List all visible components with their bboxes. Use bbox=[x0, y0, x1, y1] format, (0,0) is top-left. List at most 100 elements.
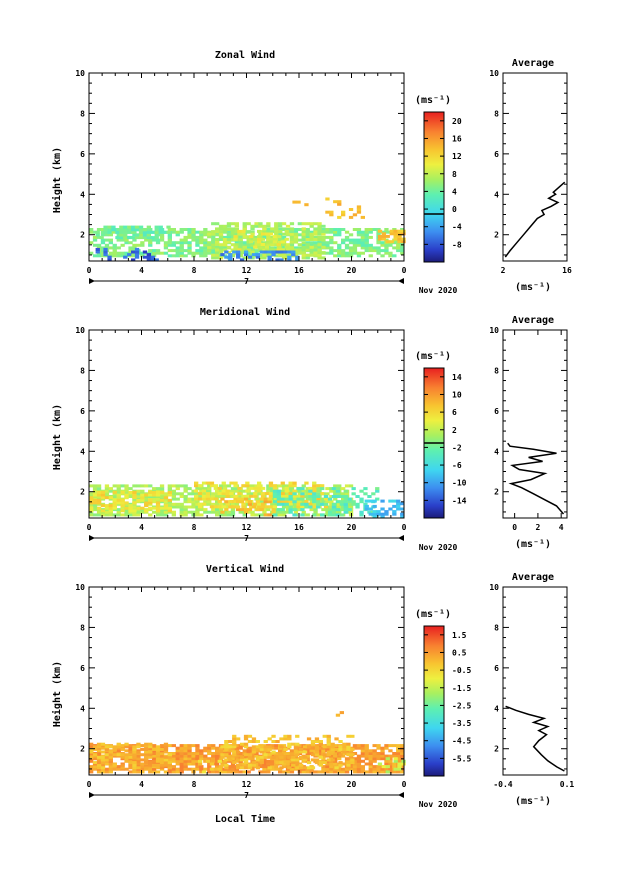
heatmap-cell bbox=[380, 752, 385, 755]
heatmap-cell bbox=[250, 484, 255, 488]
heatmap-cell bbox=[341, 754, 346, 758]
heatmap-cell bbox=[325, 246, 330, 250]
heatmap-cell bbox=[128, 513, 133, 517]
heatmap-cell bbox=[222, 770, 228, 774]
heatmap-cell bbox=[274, 744, 279, 748]
heatmap-cell bbox=[346, 734, 351, 738]
heatmap-cell bbox=[296, 200, 301, 204]
heatmap-cell bbox=[191, 238, 196, 242]
heatmap-cell bbox=[329, 249, 334, 253]
heatmap-cell bbox=[333, 484, 338, 488]
avg-x-tick-label: 0.1 bbox=[560, 780, 575, 789]
heatmap-cell bbox=[100, 249, 106, 253]
heatmap-cell bbox=[191, 230, 196, 234]
heatmap-cell bbox=[305, 232, 310, 236]
heatmap-cell bbox=[325, 243, 330, 247]
heatmap-cell bbox=[132, 484, 137, 488]
heatmap-cell bbox=[211, 744, 216, 748]
heatmap-cell bbox=[317, 230, 322, 234]
heatmap-cell bbox=[247, 500, 253, 504]
heatmap-cell bbox=[297, 233, 302, 237]
heatmap-cell bbox=[308, 495, 313, 498]
heatmap-cell bbox=[120, 744, 125, 748]
heatmap-cell bbox=[155, 509, 161, 513]
heatmap-cell bbox=[400, 246, 405, 250]
heatmap-cell bbox=[187, 241, 192, 245]
heatmap-cell bbox=[218, 243, 224, 247]
heatmap-cell bbox=[272, 240, 278, 244]
heatmap-cell bbox=[226, 765, 232, 769]
heatmap-cell bbox=[119, 233, 124, 237]
heatmap-cell bbox=[201, 497, 207, 501]
heatmap-cell bbox=[321, 749, 326, 753]
heatmap-cell bbox=[167, 235, 172, 239]
heatmap-cell bbox=[333, 249, 338, 253]
heatmap-cell bbox=[310, 758, 316, 762]
heatmap-cell bbox=[287, 766, 292, 770]
heatmap-cell bbox=[322, 734, 327, 738]
heatmap-cell bbox=[136, 506, 141, 510]
heatmap-cell bbox=[175, 759, 180, 763]
heatmap-cell bbox=[229, 481, 234, 485]
heatmap-cell bbox=[195, 757, 200, 761]
heatmap-cell bbox=[234, 502, 239, 506]
heatmap-cell bbox=[183, 487, 188, 491]
heatmap-cell bbox=[314, 740, 320, 743]
heatmap-cell bbox=[372, 228, 377, 231]
x-axis-label: Local Time bbox=[215, 813, 275, 825]
heatmap-cell bbox=[343, 500, 348, 504]
heatmap-cell bbox=[376, 233, 381, 237]
heatmap-cell bbox=[372, 744, 377, 748]
heatmap-cell bbox=[270, 744, 275, 748]
heatmap-cell bbox=[339, 502, 344, 506]
heatmap-cell bbox=[284, 229, 289, 233]
heatmap-cell bbox=[187, 510, 192, 514]
heatmap-cell bbox=[285, 762, 291, 766]
heatmap-cell bbox=[281, 489, 287, 493]
heatmap-cell bbox=[148, 753, 153, 757]
heatmap-cell bbox=[187, 757, 192, 761]
heatmap-cell bbox=[368, 235, 373, 239]
heatmap-cell bbox=[356, 744, 362, 748]
heatmap-cell bbox=[247, 766, 253, 770]
heatmap-cell bbox=[195, 762, 200, 766]
heatmap-cell bbox=[136, 762, 141, 766]
heatmap-cell bbox=[144, 747, 149, 751]
heatmap-cell bbox=[385, 757, 390, 761]
y-tick-label: 8 bbox=[80, 366, 85, 375]
heatmap-cell bbox=[258, 232, 263, 236]
heatmap-cell bbox=[289, 240, 295, 244]
heatmap-cell bbox=[257, 237, 262, 241]
heatmap-cell bbox=[203, 759, 208, 763]
heatmap-cell bbox=[246, 230, 251, 234]
heatmap-cell bbox=[329, 495, 334, 498]
heatmap-cell bbox=[228, 505, 233, 509]
heatmap-cell bbox=[154, 228, 159, 232]
average-profile-line bbox=[504, 181, 566, 258]
heatmap-cell bbox=[128, 246, 133, 250]
heatmap-cell bbox=[171, 249, 176, 253]
heatmap-cell bbox=[321, 245, 326, 249]
heatmap-cell bbox=[384, 243, 389, 247]
heatmap-cell bbox=[100, 490, 106, 494]
heatmap-cell bbox=[393, 767, 398, 771]
heatmap-cell bbox=[400, 502, 405, 506]
heatmap-cell bbox=[104, 496, 110, 500]
heatmap-cell bbox=[278, 224, 283, 228]
heatmap-cell bbox=[100, 742, 106, 746]
heatmap-cell bbox=[123, 255, 128, 259]
heatmap-cell bbox=[331, 508, 337, 512]
colorbar bbox=[423, 625, 445, 777]
heatmap-cell bbox=[183, 749, 188, 753]
day-bar: 7 bbox=[89, 277, 404, 286]
heatmap-cell bbox=[376, 767, 381, 771]
heatmap-cell bbox=[218, 249, 224, 253]
heatmap-cell bbox=[392, 744, 397, 748]
heatmap-cell bbox=[236, 758, 241, 762]
heatmap-cell bbox=[271, 250, 276, 254]
heatmap-cell bbox=[108, 487, 113, 491]
heatmap-cell bbox=[179, 754, 184, 758]
heatmap-cell bbox=[116, 489, 121, 493]
heatmap-cell bbox=[108, 513, 113, 517]
heatmap-cell bbox=[136, 495, 141, 498]
